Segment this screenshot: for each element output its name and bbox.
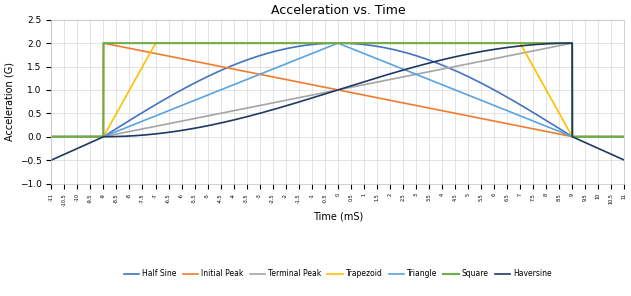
Half Sine	[519, 104, 526, 108]
X-axis label: Time (mS): Time (mS)	[313, 211, 363, 221]
Haversine	[519, 44, 526, 47]
Terminal Peak	[151, 125, 159, 128]
Initial Peak	[151, 52, 159, 55]
Triangle	[391, 64, 399, 68]
Trapezoid	[519, 46, 526, 49]
Haversine	[391, 71, 399, 74]
Square	[620, 135, 628, 139]
Initial Peak	[266, 75, 274, 78]
Square	[266, 41, 274, 45]
Line: Square: Square	[51, 43, 624, 137]
Triangle	[266, 68, 274, 72]
Square	[475, 41, 483, 45]
Initial Peak	[100, 41, 107, 45]
Terminal Peak	[569, 41, 576, 45]
Title: Acceleration vs. Time: Acceleration vs. Time	[271, 4, 405, 17]
Trapezoid	[47, 135, 55, 139]
Terminal Peak	[266, 102, 274, 105]
Half Sine	[420, 57, 428, 60]
Line: Triangle: Triangle	[51, 43, 624, 137]
Triangle	[620, 135, 628, 139]
Terminal Peak	[420, 71, 428, 75]
Triangle	[420, 76, 428, 79]
Trapezoid	[620, 135, 628, 139]
Initial Peak	[620, 135, 628, 139]
Haversine	[620, 158, 628, 162]
Triangle	[475, 98, 483, 101]
Trapezoid	[475, 41, 483, 45]
Line: Half Sine: Half Sine	[51, 43, 624, 137]
Triangle	[47, 135, 55, 139]
Line: Trapezoid: Trapezoid	[51, 43, 624, 137]
Half Sine	[151, 103, 159, 107]
Half Sine	[475, 80, 483, 84]
Haversine	[151, 132, 159, 136]
Square	[519, 41, 526, 45]
Trapezoid	[420, 41, 428, 45]
Half Sine	[334, 41, 341, 45]
Initial Peak	[475, 116, 483, 120]
Square	[391, 41, 399, 45]
Half Sine	[391, 48, 399, 52]
Terminal Peak	[47, 135, 55, 139]
Triangle	[151, 114, 159, 118]
Square	[100, 41, 107, 45]
Initial Peak	[47, 135, 55, 139]
Square	[420, 41, 428, 45]
Line: Terminal Peak: Terminal Peak	[51, 43, 624, 137]
Trapezoid	[151, 41, 159, 45]
Haversine	[47, 158, 55, 162]
Initial Peak	[391, 99, 399, 103]
Trapezoid	[151, 41, 159, 45]
Triangle	[519, 115, 526, 119]
Terminal Peak	[620, 135, 628, 139]
Line: Haversine: Haversine	[51, 43, 624, 160]
Trapezoid	[266, 41, 274, 45]
Half Sine	[620, 135, 628, 139]
Haversine	[266, 109, 274, 112]
Triangle	[334, 41, 341, 45]
Square	[151, 41, 159, 45]
Legend: Half Sine, Initial Peak, Terminal Peak, Trapezoid, Triangle, Square, Haversine: Half Sine, Initial Peak, Terminal Peak, …	[121, 266, 555, 281]
Terminal Peak	[391, 77, 399, 80]
Half Sine	[47, 135, 55, 139]
Terminal Peak	[519, 51, 526, 55]
Y-axis label: Acceleration (G): Acceleration (G)	[4, 62, 14, 141]
Terminal Peak	[475, 60, 483, 64]
Initial Peak	[519, 125, 526, 128]
Haversine	[420, 63, 428, 66]
Line: Initial Peak: Initial Peak	[51, 43, 624, 137]
Square	[47, 135, 55, 139]
Trapezoid	[391, 41, 399, 45]
Half Sine	[266, 51, 274, 54]
Haversine	[569, 41, 576, 45]
Haversine	[475, 50, 483, 54]
Initial Peak	[420, 105, 428, 109]
